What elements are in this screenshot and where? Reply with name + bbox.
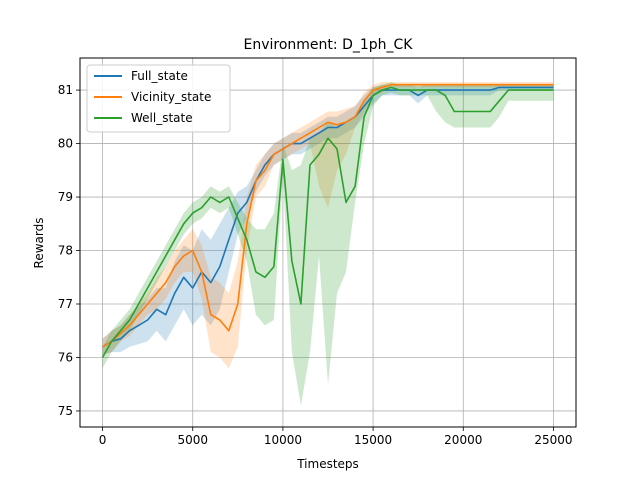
y-tick-label: 77 [58,297,73,311]
y-tick-label: 78 [58,244,73,258]
grid [80,58,576,427]
x-axis-label: Timesteps [296,457,359,471]
x-tick-label: 15000 [354,433,392,447]
legend: Full_state Vicinity_state Well_state [86,64,231,133]
x-tick-label: 25000 [534,433,572,447]
confidence-bands [102,82,554,406]
line-full-state [102,86,554,348]
x-tick-label: 10000 [264,433,302,447]
series-lines [101,83,554,358]
line-vicinity-state [102,83,554,348]
y-tick-label: 75 [58,404,73,418]
line-well-state [101,86,554,358]
band-well-state [102,82,554,406]
x-tick-label: 5000 [177,433,208,447]
y-axis: 75 76 77 78 79 80 81 [58,83,80,418]
legend-label-well-state: Well_state [131,111,193,125]
legend-box [86,64,231,133]
y-tick-label: 81 [58,83,73,97]
legend-label-vicinity-state: Vicinity_state [131,90,211,104]
band-full-state [102,84,554,355]
chart-title: Environment: D_1ph_CK [244,37,414,53]
y-axis-label: Rewards [32,218,46,269]
x-axis: 0 5000 10000 15000 20000 25000 [99,427,573,447]
y-tick-label: 76 [58,350,73,364]
x-tick-label: 0 [99,433,107,447]
x-tick-label: 20000 [444,433,482,447]
y-tick-label: 80 [58,137,73,151]
band-vicinity-state [102,82,554,369]
plot-area-frame [79,57,577,428]
y-tick-label: 79 [58,190,73,204]
legend-label-full-state: Full_state [131,69,188,83]
